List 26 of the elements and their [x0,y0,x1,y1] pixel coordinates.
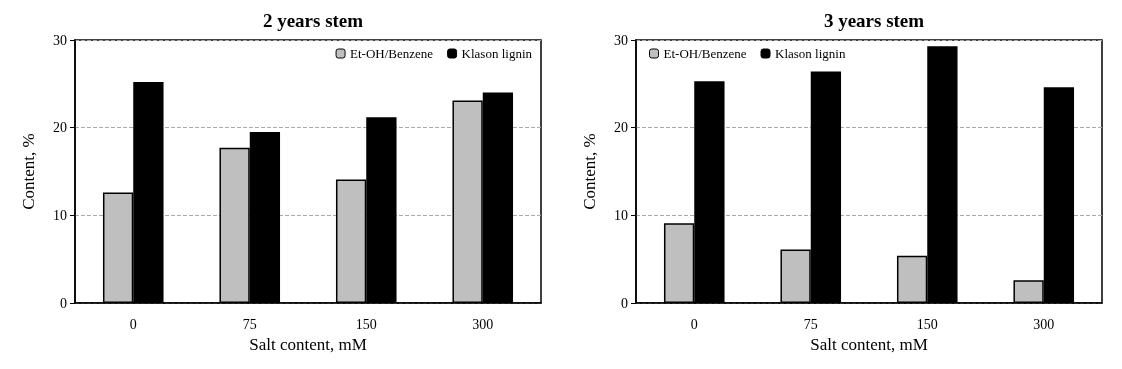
y-tick-label: 20 [53,120,67,136]
chart-title: 3 years stem [823,10,925,31]
legend-label: Et-OH/Benzene [350,46,434,61]
x-axis-title: Salt content, mM [249,334,367,354]
x-tick-label: 0 [690,316,698,332]
y-tick-label: 30 [53,32,67,48]
x-tick-label: 0 [129,316,137,332]
x-tick-label: 300 [472,316,494,332]
y-tick-label: 0 [60,295,67,311]
x-tick-label: 150 [355,316,377,332]
y-tick-label: 0 [621,295,628,311]
y-axis-title: Content, % [19,133,38,210]
legend-label: Klason lignin [461,46,533,61]
legend-label: Klason lignin [775,46,846,61]
chart-title: 2 years stem [262,10,364,31]
legend-label: Et-OH/Benzene [663,46,747,61]
x-tick-label: 300 [1033,316,1055,332]
y-tick-label: 10 [53,207,67,223]
y-tick-label: 30 [614,32,628,48]
x-tick-label: 75 [242,316,257,332]
x-tick-label: 75 [803,316,818,332]
y-tick-label: 20 [614,120,628,136]
x-axis-title: Salt content, mM [810,334,928,354]
x-tick-label: 150 [916,316,938,332]
y-axis-title: Content, % [580,133,599,210]
y-tick-label: 10 [614,207,628,223]
